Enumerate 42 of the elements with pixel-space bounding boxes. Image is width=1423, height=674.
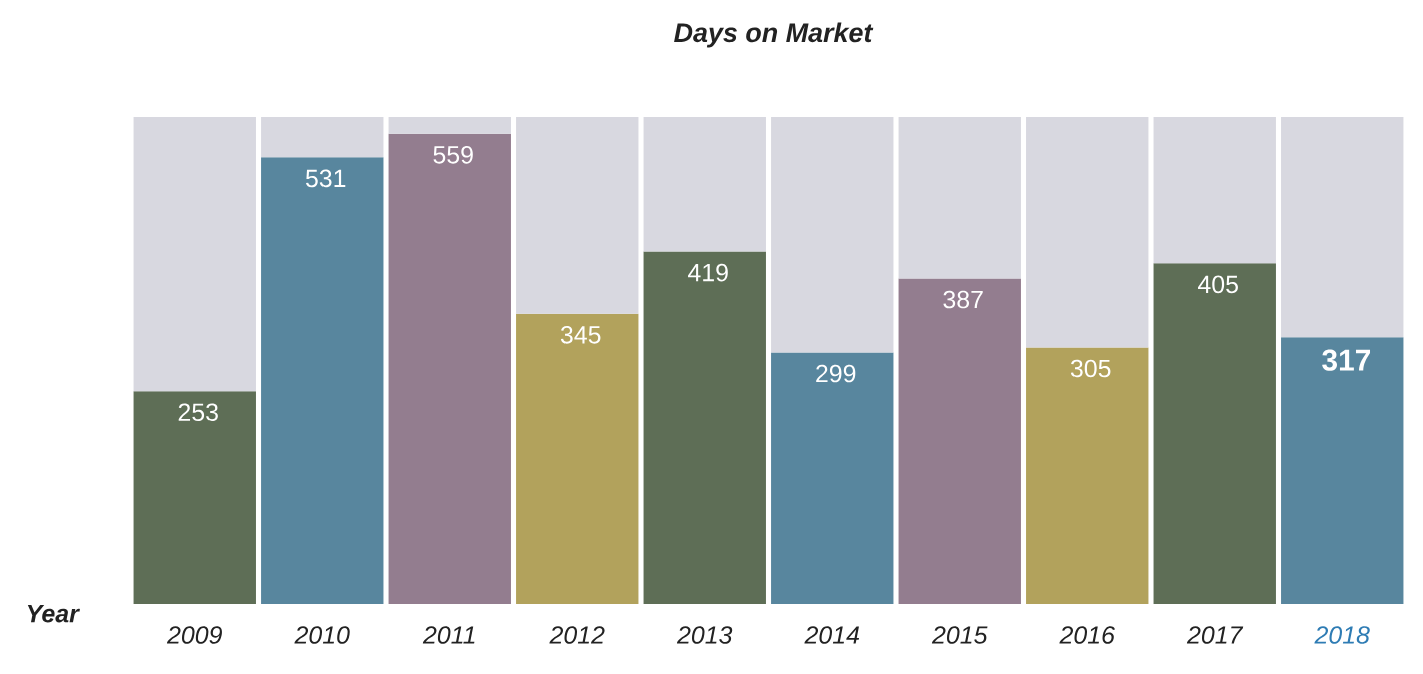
bar (516, 313, 639, 604)
bar (1281, 116, 1404, 338)
chart-title: Days on Market (674, 22, 874, 48)
data-label: 559 (433, 146, 473, 164)
bar (643, 116, 766, 252)
bar (643, 251, 766, 604)
bar (516, 116, 639, 314)
bar (1153, 263, 1276, 604)
x-tick-label: 2015 (931, 626, 988, 644)
data-label: 305 (1070, 359, 1111, 378)
bar (1026, 116, 1149, 348)
x-tick-label: 2017 (1186, 626, 1244, 644)
x-tick-label: 2010 (294, 626, 350, 644)
bar (898, 278, 1021, 604)
x-axis-title: Year (27, 605, 80, 623)
bar (1153, 116, 1276, 264)
bar (1026, 347, 1149, 604)
data-label: 531 (305, 169, 346, 188)
bar (1281, 337, 1404, 604)
data-label: 253 (178, 403, 218, 422)
bar (898, 116, 1021, 279)
bar (133, 116, 256, 392)
data-label: 299 (816, 364, 856, 383)
data-label: 419 (688, 263, 728, 282)
x-tick-label: 2012 (549, 626, 605, 644)
bar (771, 352, 894, 604)
data-label: 387 (943, 290, 983, 309)
x-tick-label: 2016 (1059, 626, 1115, 644)
bar (388, 133, 511, 604)
data-label: 345 (560, 326, 601, 344)
bar (261, 157, 384, 604)
data-label: 317 (1322, 349, 1371, 371)
x-tick-label: 2009 (166, 626, 222, 644)
x-tick-label: 2018 (1314, 626, 1370, 644)
bar (771, 116, 894, 353)
data-label: 405 (1198, 275, 1238, 294)
bar (261, 116, 384, 158)
bar (133, 391, 256, 604)
x-tick-label: 2011 (422, 626, 475, 644)
x-tick-label: 2013 (676, 626, 733, 644)
bar (388, 116, 511, 134)
x-tick-label: 2014 (804, 626, 860, 644)
